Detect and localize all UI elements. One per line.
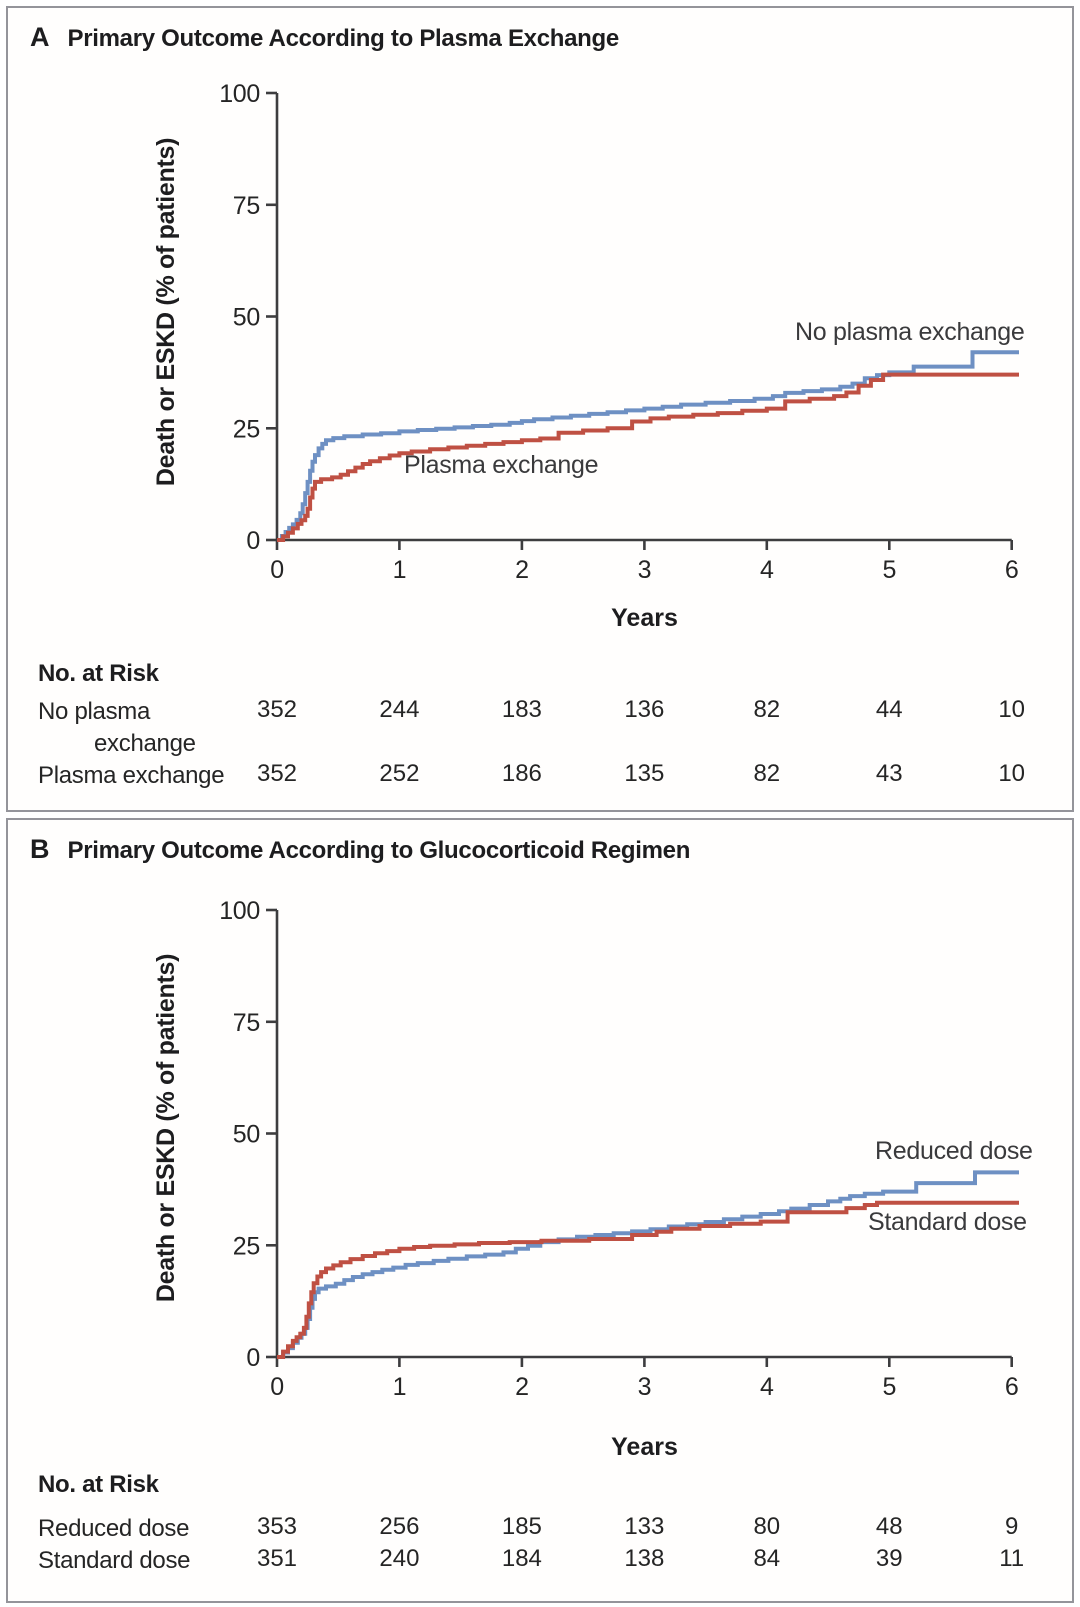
x-tick-label: 0 <box>270 556 284 584</box>
no-at-risk-heading: No. at Risk <box>38 660 159 687</box>
y-tick-label: 0 <box>246 1344 260 1372</box>
risk-value: 136 <box>624 696 665 723</box>
risk-value: 10 <box>998 696 1026 723</box>
risk-value: 9 <box>1005 1513 1019 1540</box>
x-tick-label: 1 <box>393 1373 407 1401</box>
panel-letter: B <box>30 834 50 864</box>
risk-value: 351 <box>256 1545 298 1572</box>
risk-value: 185 <box>501 1513 542 1540</box>
risk-value: 244 <box>379 696 420 723</box>
risk-value: 138 <box>624 1545 665 1572</box>
x-tick-label: 6 <box>1005 556 1019 584</box>
survival-chart-a: 0 1 2 3 4 5 6 0 25 50 75 100 <box>219 80 1019 584</box>
risk-row-label: Plasma exchange <box>38 762 225 789</box>
y-tick-label: 25 <box>233 1232 260 1260</box>
risk-value: 352 <box>256 760 298 787</box>
y-tick-label: 100 <box>219 897 260 925</box>
panel-letter: A <box>30 22 50 52</box>
risk-value: 43 <box>875 760 903 787</box>
x-axis-label: Years <box>611 1433 678 1461</box>
series-curve-plasma-exchange <box>277 372 1019 542</box>
series-curve-standard-dose <box>277 1200 1019 1359</box>
y-tick-label: 75 <box>233 192 260 220</box>
risk-value: 135 <box>624 760 665 787</box>
risk-value: 352 <box>256 696 298 723</box>
y-tick-label: 100 <box>219 80 260 108</box>
risk-value: 133 <box>624 1513 665 1540</box>
curve-label-plasma-exchange: Plasma exchange <box>404 451 599 479</box>
x-tick-label: 3 <box>638 1373 652 1401</box>
risk-value: 10 <box>998 760 1026 787</box>
x-tick-label: 2 <box>515 556 529 584</box>
risk-value: 186 <box>501 760 542 787</box>
curve-label-no-plasma-exchange: No plasma exchange <box>795 318 1025 346</box>
survival-chart-b: 0 1 2 3 4 5 6 0 25 50 75 100 <box>219 897 1019 1401</box>
axis-lines <box>275 93 1012 542</box>
curve-label-standard-dose: Standard dose <box>868 1208 1027 1236</box>
risk-value: 48 <box>875 1513 903 1540</box>
risk-value: 80 <box>753 1513 781 1540</box>
y-axis-label: Death or ESKD (% of patients) <box>152 137 180 487</box>
x-tick-label: 6 <box>1005 1373 1019 1401</box>
panel-b-glucocorticoid-regimen: B Primary Outcome According to Glucocort… <box>6 818 1074 1603</box>
x-tick-label: 4 <box>760 1373 774 1401</box>
curve-label-reduced-dose: Reduced dose <box>875 1137 1033 1165</box>
x-tick-label: 1 <box>393 556 407 584</box>
series-curve-no-plasma-exchange <box>277 350 1019 542</box>
risk-value: 82 <box>753 760 781 787</box>
x-tick-label: 3 <box>638 556 652 584</box>
x-axis-label: Years <box>611 604 678 632</box>
risk-value: 240 <box>379 1545 420 1572</box>
risk-value: 184 <box>501 1545 542 1572</box>
risk-value: 252 <box>379 760 420 787</box>
panel-a-title: A Primary Outcome According to Plasma Ex… <box>30 22 619 53</box>
x-tick-label: 2 <box>515 1373 529 1401</box>
risk-value: 353 <box>256 1513 298 1540</box>
y-tick-label: 50 <box>233 1121 260 1149</box>
no-at-risk-heading: No. at Risk <box>38 1471 159 1498</box>
risk-row-label: Reduced dose <box>38 1515 190 1542</box>
risk-value: 84 <box>753 1545 781 1572</box>
risk-row-label: Standard dose <box>38 1547 191 1574</box>
y-tick-label: 75 <box>233 1009 260 1037</box>
risk-value: 39 <box>875 1545 903 1572</box>
panel-title-text: Primary Outcome According to Glucocortic… <box>67 837 691 864</box>
y-tick-label: 25 <box>233 415 260 443</box>
panel-b-title: B Primary Outcome According to Glucocort… <box>30 834 690 865</box>
panel-title-text: Primary Outcome According to Plasma Exch… <box>67 25 620 52</box>
panel-a-plasma-exchange: A Primary Outcome According to Plasma Ex… <box>6 6 1074 812</box>
risk-row-label: No plasma exchange <box>38 698 196 757</box>
y-tick-label: 0 <box>246 527 260 555</box>
x-tick-label: 0 <box>270 1373 284 1401</box>
y-axis-label: Death or ESKD (% of patients) <box>152 953 180 1303</box>
x-tick-label: 4 <box>760 556 774 584</box>
risk-value: 11 <box>999 1545 1025 1572</box>
x-tick-label: 5 <box>882 1373 896 1401</box>
risk-value: 44 <box>875 696 903 723</box>
risk-value: 256 <box>379 1513 420 1540</box>
risk-value: 82 <box>753 696 781 723</box>
axis-lines <box>275 910 1012 1359</box>
x-tick-label: 5 <box>882 556 896 584</box>
risk-value: 183 <box>501 696 542 723</box>
y-tick-label: 50 <box>233 304 260 332</box>
series-curve-reduced-dose <box>277 1170 1019 1359</box>
